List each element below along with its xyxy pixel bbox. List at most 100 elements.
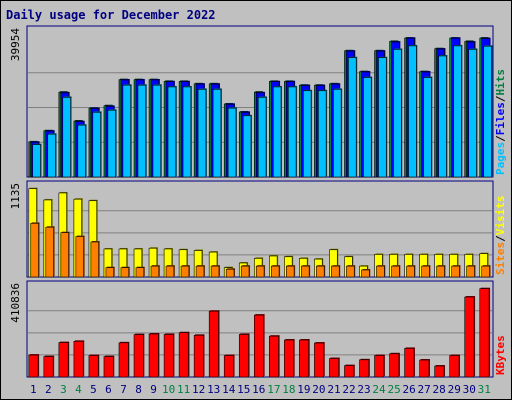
day-label-30: 30 <box>463 383 476 396</box>
legend-entry: / <box>494 95 507 102</box>
day-label-5: 5 <box>90 383 97 396</box>
bar-sites-day-18 <box>286 265 295 278</box>
bar-sites-day-5 <box>90 241 100 278</box>
bar-pages-day-3 <box>62 97 71 178</box>
panel-legend: KBytes <box>494 335 507 375</box>
bar-pages-day-15 <box>242 115 252 178</box>
day-label-7: 7 <box>120 383 127 396</box>
bar-kbytes-day-5 <box>88 355 99 378</box>
day-label-16: 16 <box>252 383 265 396</box>
bar-sites-day-16 <box>255 265 265 278</box>
day-label-23: 23 <box>357 383 370 396</box>
bar-sites-day-25 <box>391 265 400 278</box>
x-axis-day-labels: 1 2 3 4 5 6 7 8 9 10 11 12 13 14 15 16 17 18 19 20 21 22 23 24 2… <box>30 383 491 396</box>
legend-entry: Sites <box>494 242 507 275</box>
bar-sites-day-1 <box>30 223 39 278</box>
bar-pages-day-8 <box>137 84 147 178</box>
bar-sites-day-30 <box>466 265 475 278</box>
day-label-11: 11 <box>177 383 190 396</box>
bar-sites-day-14 <box>225 268 235 278</box>
bar-kbytes-day-22 <box>344 365 355 378</box>
day-label-9: 9 <box>150 383 157 396</box>
bar-kbytes-day-20 <box>314 342 325 378</box>
day-label-28: 28 <box>433 383 446 396</box>
bar-sites-day-17 <box>270 265 280 278</box>
bar-kbytes-day-25 <box>389 353 400 378</box>
bar-pages-day-10 <box>167 86 177 178</box>
series-kbytes <box>28 287 491 378</box>
bar-kbytes-day-24 <box>374 355 385 378</box>
bar-sites-day-2 <box>45 226 54 278</box>
bar-pages-day-7 <box>122 84 132 178</box>
bar-pages-day-18 <box>287 86 297 178</box>
bar-sites-day-21 <box>331 265 340 278</box>
day-label-21: 21 <box>327 383 340 396</box>
bar-kbytes-day-4 <box>73 341 84 378</box>
legend-entry: / <box>494 135 507 142</box>
bar-pages-day-20 <box>318 90 327 178</box>
bar-sites-day-12 <box>195 265 205 278</box>
day-label-15: 15 <box>237 383 250 396</box>
legend-entry: / <box>494 235 507 242</box>
bar-sites-day-11 <box>180 265 190 278</box>
day-label-10: 10 <box>162 383 175 396</box>
bar-kbytes-day-3 <box>58 342 69 378</box>
legend-entry: Pages <box>494 142 507 175</box>
bar-kbytes-day-18 <box>284 339 294 378</box>
day-label-17: 17 <box>267 383 280 396</box>
bar-sites-day-29 <box>451 265 460 278</box>
bar-kbytes-day-29 <box>449 355 460 378</box>
bar-kbytes-day-21 <box>329 358 340 378</box>
bar-kbytes-day-13 <box>208 310 219 378</box>
bar-pages-day-6 <box>107 109 116 178</box>
day-label-4: 4 <box>75 383 82 396</box>
bar-kbytes-day-12 <box>193 334 204 378</box>
bar-sites-day-4 <box>75 236 84 278</box>
bar-kbytes-day-26 <box>404 348 415 378</box>
bar-pages-day-28 <box>438 55 447 178</box>
day-label-27: 27 <box>418 383 431 396</box>
bar-sites-day-7 <box>120 267 130 278</box>
legend-entry: Hits <box>494 69 507 96</box>
bar-sites-day-13 <box>210 265 220 278</box>
day-label-18: 18 <box>282 383 295 396</box>
legend-entry: Visits <box>494 196 507 236</box>
bar-pages-day-16 <box>257 97 267 178</box>
bar-pages-day-23 <box>363 77 372 178</box>
bar-kbytes-day-9 <box>148 333 159 378</box>
day-label-26: 26 <box>402 383 415 396</box>
bar-kbytes-day-1 <box>28 354 39 378</box>
series-pages <box>32 44 493 178</box>
panel-visits_sites: 1135 Sites/Visits <box>9 180 507 278</box>
bar-kbytes-day-17 <box>269 335 279 378</box>
day-label-1: 1 <box>30 383 37 396</box>
day-label-12: 12 <box>192 383 205 396</box>
bar-pages-day-5 <box>92 112 101 178</box>
bar-kbytes-day-10 <box>163 334 174 378</box>
series-sites <box>30 222 491 278</box>
bar-pages-day-2 <box>47 133 56 178</box>
bar-kbytes-day-11 <box>178 332 189 378</box>
bar-kbytes-day-16 <box>253 314 264 378</box>
bar-sites-day-19 <box>301 265 310 278</box>
bar-sites-day-26 <box>406 265 415 278</box>
bar-pages-day-4 <box>77 124 86 178</box>
day-label-22: 22 <box>342 383 355 396</box>
bar-sites-day-6 <box>105 267 115 278</box>
bar-sites-day-22 <box>346 265 355 278</box>
bar-pages-day-17 <box>272 86 282 178</box>
bar-pages-day-14 <box>227 107 237 178</box>
bar-pages-day-19 <box>302 90 312 178</box>
bar-pages-day-1 <box>32 144 41 178</box>
panel-legend: Sites/Visits <box>494 196 507 276</box>
bar-kbytes-day-28 <box>434 365 445 378</box>
bar-sites-day-10 <box>165 265 175 278</box>
chart-title: Daily usage for December 2022 <box>6 8 216 22</box>
day-label-14: 14 <box>222 383 236 396</box>
bar-pages-day-13 <box>212 89 222 178</box>
bar-sites-day-24 <box>376 265 385 278</box>
bar-sites-day-8 <box>135 267 145 278</box>
bar-pages-day-29 <box>453 45 462 178</box>
